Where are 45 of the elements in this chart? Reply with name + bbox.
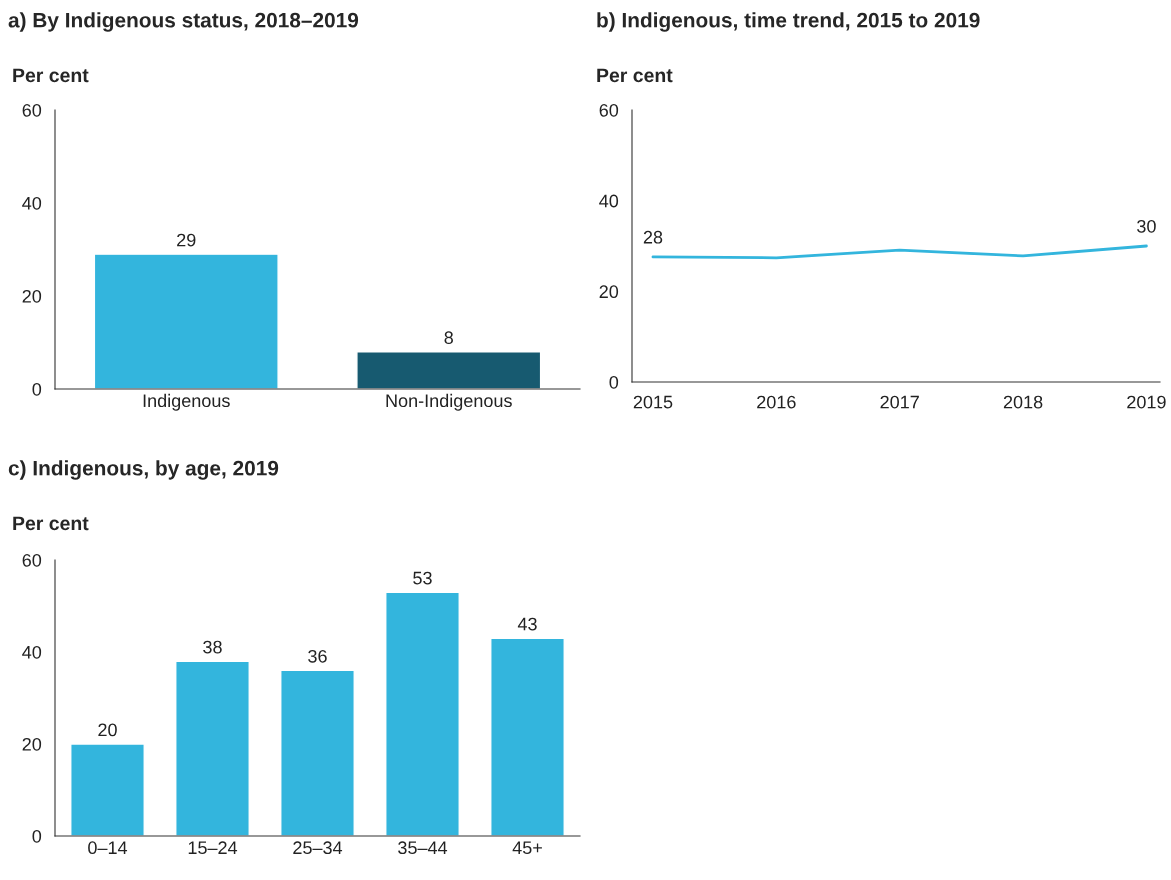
y-tick-label: 40 [599, 194, 619, 208]
bar [280, 669, 355, 836]
data-label: 8 [444, 331, 453, 345]
x-tick-label: 2019 [1127, 395, 1166, 409]
y-tick-label: 0 [32, 829, 42, 843]
chart-title: c) Indigenous, by age, 2019 [8, 460, 279, 480]
y-axis-title: Per cent [13, 68, 89, 83]
x-tick-label: 35–44 [398, 841, 448, 855]
chart-title: b) Indigenous, time trend, 2015 to 2019 [597, 12, 980, 32]
data-label: 36 [308, 649, 327, 663]
data-label: 28 [643, 230, 663, 244]
x-tick-label: 2017 [880, 395, 919, 409]
y-axis-title: Per cent [13, 516, 89, 531]
data-label: 30 [1137, 219, 1156, 233]
x-tick-label: Non-Indigenous [386, 393, 512, 411]
x-tick-label: 2015 [633, 395, 673, 409]
y-tick-label: 20 [22, 737, 42, 751]
x-tick-label: 2018 [1003, 395, 1043, 409]
y-tick-label: 40 [22, 645, 42, 659]
x-tick-label: 45+ [512, 841, 542, 855]
x-tick-label: Indigenous [143, 393, 230, 411]
line-series [651, 244, 1148, 260]
data-label: 43 [517, 617, 537, 631]
y-tick-label: 0 [32, 382, 42, 396]
x-tick-label: 15–24 [188, 841, 238, 855]
data-label: 29 [177, 233, 196, 247]
bar [490, 637, 565, 836]
y-tick-label: 0 [609, 375, 619, 389]
y-tick-label: 60 [22, 103, 42, 117]
y-tick-label: 20 [22, 289, 42, 303]
y-tick-label: 60 [599, 103, 619, 117]
data-label: 20 [98, 723, 117, 737]
x-tick-label: 0–14 [88, 841, 128, 855]
bar [385, 591, 460, 836]
data-label: 38 [203, 640, 222, 654]
x-tick-label: 25–34 [293, 841, 343, 855]
y-tick-label: 40 [22, 196, 42, 210]
y-axis-title: Per cent [597, 68, 673, 83]
y-tick-label: 20 [599, 285, 619, 299]
x-tick-label: 2016 [757, 395, 796, 409]
y-tick-label: 60 [22, 553, 42, 567]
data-label: 53 [413, 571, 432, 585]
bar [175, 660, 250, 836]
chart-title: a) By Indigenous status, 2018–2019 [8, 12, 359, 32]
bar [70, 743, 145, 836]
